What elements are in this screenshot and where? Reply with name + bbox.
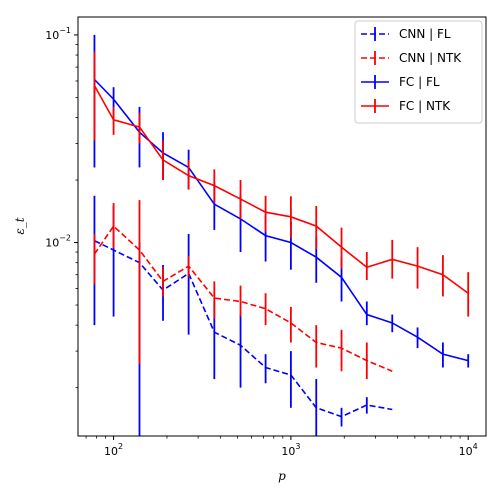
plot-area bbox=[93, 34, 470, 436]
x-tick-label: 102 bbox=[104, 442, 123, 458]
y-tick-label: 10−2 bbox=[45, 234, 71, 250]
series-cnn-ntk bbox=[93, 200, 393, 380]
x-tick-label: 103 bbox=[281, 442, 300, 458]
series-line bbox=[93, 224, 393, 372]
tick-base: 10 bbox=[45, 237, 59, 250]
y-tick-label: 10−1 bbox=[45, 26, 71, 42]
tick-exponent: 4 bbox=[473, 442, 478, 451]
tick-exponent: −2 bbox=[59, 234, 71, 243]
legend-label: CNN | NTK bbox=[399, 51, 462, 65]
series-line bbox=[93, 85, 469, 294]
legend-label: FC | NTK bbox=[399, 99, 451, 113]
series-fc-ntk bbox=[93, 51, 470, 317]
y-axis-label: ε_t bbox=[13, 217, 27, 234]
legend-label: FC | FL bbox=[399, 75, 440, 89]
legend-label: CNN | FL bbox=[399, 27, 451, 41]
legend: CNN | FL CNN | NTK FC | FL FC | NTK bbox=[354, 20, 483, 124]
tick-base: 10 bbox=[45, 29, 59, 42]
tick-base: 10 bbox=[459, 445, 473, 458]
tick-exponent: 3 bbox=[295, 442, 300, 451]
tick-base: 10 bbox=[104, 445, 118, 458]
x-axis-label: p bbox=[278, 469, 286, 483]
legend-box bbox=[354, 20, 483, 124]
x-tick-label: 104 bbox=[459, 442, 478, 458]
tick-exponent: 2 bbox=[118, 442, 123, 451]
axes-frame bbox=[77, 16, 487, 437]
tick-base: 10 bbox=[281, 445, 295, 458]
tick-exponent: −1 bbox=[59, 26, 71, 35]
